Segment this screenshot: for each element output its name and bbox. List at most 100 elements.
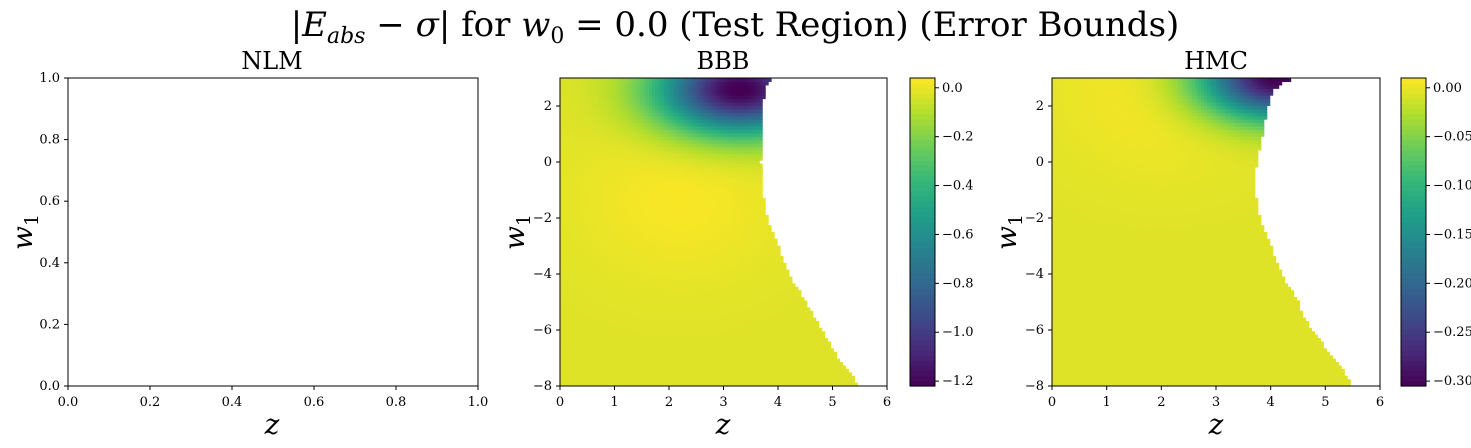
heatmap-cell [744,225,748,230]
heatmap-cell [782,358,787,363]
heatmap-cell [765,331,769,336]
heatmap-cell [652,266,656,271]
heatmap-cell [613,348,618,353]
heatmap-cell [702,341,707,346]
heatmap-cell [610,338,615,343]
heatmap-cell [753,238,757,243]
heatmap-cell [643,324,647,329]
heatmap-cell [699,293,704,298]
heatmap-cell [732,372,736,377]
heatmap-cell [714,252,719,257]
heatmap-cell [667,368,671,373]
heatmap-cell [664,362,668,367]
heatmap-cell [628,320,632,325]
heatmap-cell [690,273,695,278]
heatmap-cell [720,303,725,308]
heatmap-cell [649,307,653,312]
heatmap-cell [774,307,778,312]
heatmap-cell [678,269,683,274]
heatmap-cell [702,180,707,185]
heatmap-cell [619,235,624,240]
heatmap-cell [649,235,653,240]
heatmap-cell [643,187,647,192]
heatmap-cell [708,184,713,189]
heatmap-cell [711,320,716,325]
heatmap-cell [684,320,689,325]
heatmap-cell [610,324,615,329]
heatmap-cell [723,362,728,367]
heatmap-cell [705,259,710,264]
heatmap-cell [699,255,704,260]
heatmap-cell [699,279,704,284]
heatmap-cell [693,228,698,233]
heatmap-cell [664,187,668,192]
heatmap-cell [699,297,704,302]
heatmap-cell [729,211,734,216]
heatmap-cell [765,317,769,322]
heatmap-cell [693,190,698,195]
heatmap-cell [580,341,585,346]
heatmap-cell [667,358,671,363]
heatmap-cell [768,300,772,305]
x-tick-label: 0.2 [140,395,161,410]
heatmap-cell [753,324,757,329]
heatmap-cell [619,187,624,192]
heatmap-cell [708,348,713,353]
heatmap-cell [560,334,564,339]
heatmap-cell [571,375,576,380]
heatmap-cell [690,204,695,209]
heatmap-cell [560,266,564,271]
heatmap-cell [678,344,683,349]
heatmap-cell [705,180,710,185]
heatmap-cell [675,297,680,302]
heatmap-cell [661,331,665,336]
heatmap-cell [705,225,710,230]
heatmap-cell [619,173,624,178]
heatmap-cell [723,379,728,384]
heatmap-cell [732,290,736,295]
heatmap-cell [699,180,704,185]
heatmap-cell [583,320,588,325]
heatmap-cell [815,331,820,336]
heatmap-cell [625,214,629,219]
heatmap-cell [687,327,692,332]
heatmap-cell [732,324,736,329]
heatmap-cell [592,320,597,325]
heatmap-cell [744,324,748,329]
heatmap-cell [738,232,742,237]
heatmap-cell [732,358,736,363]
heatmap-cell [768,259,772,264]
heatmap-cell [568,348,573,353]
heatmap-cell [747,358,751,363]
heatmap-cell [687,372,692,377]
heatmap-cell [720,190,725,195]
heatmap-cell [687,355,692,360]
heatmap-cell [634,197,638,202]
heatmap-cell [720,362,725,367]
heatmap-cell [759,338,763,343]
heatmap-cell [762,317,766,322]
heatmap-cell [592,262,597,267]
heatmap-cell [649,372,653,377]
heatmap-cell [586,194,591,199]
heatmap-cell [711,187,716,192]
heatmap-cell [565,235,570,240]
heatmap-cell [571,228,576,233]
heatmap-cell [607,259,612,264]
heatmap-cell [735,259,739,264]
heatmap-cell [690,177,695,182]
heatmap-cell [741,290,745,295]
heatmap-cell [723,242,728,247]
heatmap-cell [738,197,742,202]
heatmap-cell [592,293,597,298]
heatmap-cell [664,252,668,257]
heatmap-cell [613,344,618,349]
heatmap-cell [720,344,725,349]
heatmap-cell [562,273,567,278]
heatmap-cell [583,368,588,373]
heatmap-cell [634,314,638,319]
heatmap-cell [571,310,576,315]
heatmap-cell [568,197,573,202]
heatmap-cell [732,310,736,315]
heatmap-cell [744,259,748,264]
